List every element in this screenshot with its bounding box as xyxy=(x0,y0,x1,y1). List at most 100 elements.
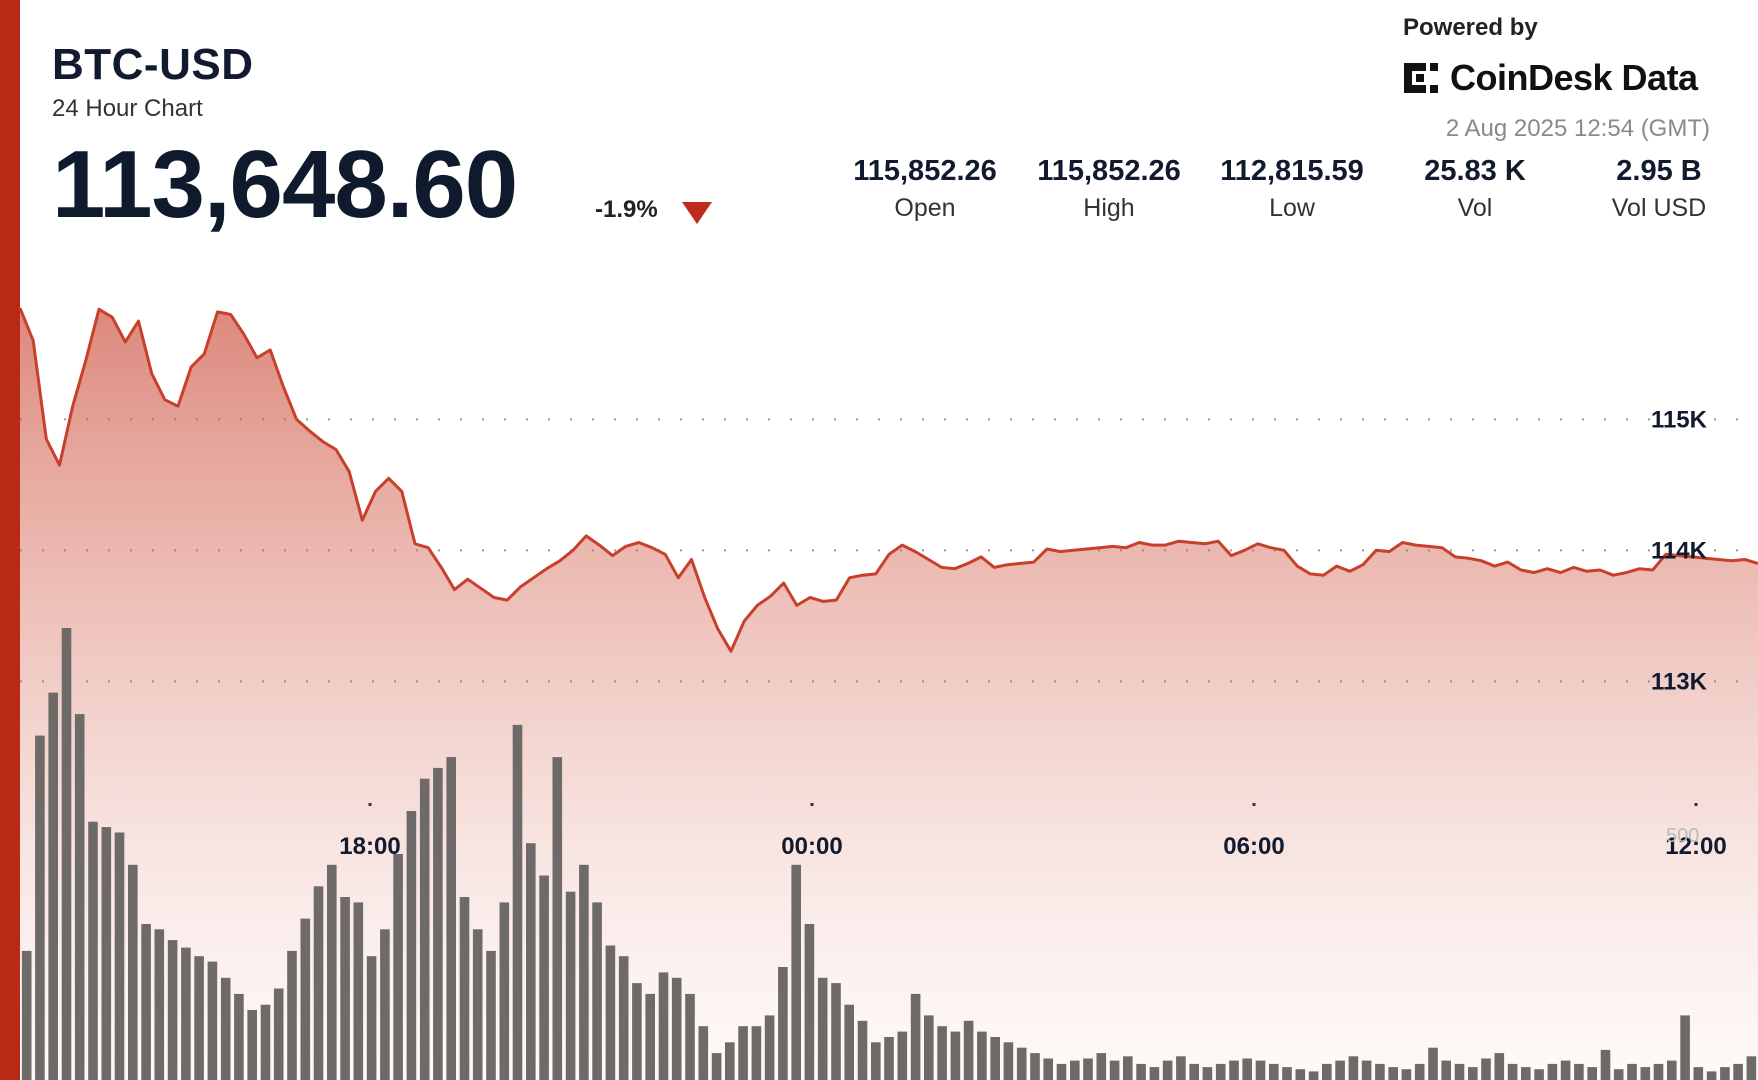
x-tick-mark xyxy=(1694,803,1698,806)
volume-bar xyxy=(1388,1067,1398,1080)
stat-high: 115,852.26 High xyxy=(1024,155,1194,223)
stat-vol-value: 25.83 K xyxy=(1424,155,1526,187)
volume-bar xyxy=(1733,1063,1743,1080)
volume-bar xyxy=(1043,1058,1053,1080)
volume-bar xyxy=(273,988,284,1080)
volume-bar xyxy=(260,1004,271,1080)
symbol-title: BTC-USD xyxy=(52,40,254,89)
x-tick-mark xyxy=(810,803,814,806)
volume-bar xyxy=(605,945,616,1080)
volume-bar xyxy=(499,902,510,1080)
volume-bar xyxy=(1706,1071,1717,1080)
y-tick-label: 114K xyxy=(1651,537,1708,564)
volume-bar xyxy=(1162,1060,1173,1080)
x-tick-mark xyxy=(368,803,372,806)
volume-bar xyxy=(61,628,72,1080)
volume-bar xyxy=(897,1031,908,1080)
volume-bar xyxy=(685,993,695,1080)
volume-bar xyxy=(1613,1069,1624,1080)
volume-bar xyxy=(1693,1067,1704,1080)
volume-bar xyxy=(1481,1058,1491,1080)
stat-high-value: 115,852.26 xyxy=(1037,155,1181,187)
volume-bar xyxy=(1096,1053,1107,1080)
volume-bar xyxy=(1255,1060,1266,1080)
volume-bar xyxy=(472,929,483,1080)
volume-bars xyxy=(21,628,1757,1080)
stat-vol-usd: 2.95 B Vol USD xyxy=(1574,155,1744,223)
brand-name: CoinDesk Data xyxy=(1450,57,1698,98)
y-tick-label: 115K xyxy=(1651,406,1708,433)
stat-low-label: Low xyxy=(1269,194,1315,222)
volume-bar xyxy=(74,714,85,1080)
volume-bar xyxy=(154,929,165,1080)
stat-open: 115,852.26 Open xyxy=(840,155,1010,223)
volume-bar xyxy=(871,1042,881,1080)
volume-bar xyxy=(857,1020,868,1080)
stat-vol-label: Vol xyxy=(1457,194,1493,222)
volume-bar xyxy=(910,993,921,1080)
volume-bar xyxy=(393,854,403,1080)
volume-bar xyxy=(1070,1060,1080,1080)
volume-bar xyxy=(446,757,456,1080)
stat-open-label: Open xyxy=(894,194,956,222)
volume-bar xyxy=(181,947,191,1080)
volume-bar xyxy=(1229,1060,1239,1080)
volume-bar xyxy=(1375,1063,1385,1080)
volume-bar xyxy=(114,832,125,1080)
volume-bar xyxy=(751,1026,762,1080)
y-axis-labels: 115K 114K 113K xyxy=(1651,406,1708,695)
volume-bar xyxy=(433,767,443,1080)
y-tick-label: 113K xyxy=(1651,668,1708,695)
volume-bar xyxy=(950,1031,961,1080)
volume-bar xyxy=(618,956,629,1080)
volume-bar xyxy=(88,821,98,1080)
volume-bar xyxy=(844,1004,854,1080)
volume-bar xyxy=(1667,1060,1677,1080)
volume-bar xyxy=(725,1042,735,1080)
x-tick-mark xyxy=(1252,803,1256,806)
volume-bar xyxy=(1242,1058,1252,1080)
volume-scale-label: 500 xyxy=(1666,825,1699,847)
volume-bar xyxy=(1468,1067,1478,1080)
volume-bar xyxy=(1269,1063,1279,1080)
volume-bar xyxy=(592,902,602,1080)
chart-subtitle: 24 Hour Chart xyxy=(52,95,203,122)
volume-bar xyxy=(35,735,45,1080)
volume-bar xyxy=(1428,1047,1438,1080)
volume-bar xyxy=(313,886,324,1080)
volume-bar xyxy=(977,1031,987,1080)
volume-bar xyxy=(1083,1058,1093,1080)
volume-bar xyxy=(194,956,204,1080)
volume-bar xyxy=(300,918,311,1080)
volume-bar xyxy=(738,1026,748,1080)
volume-bar xyxy=(234,993,244,1080)
volume-bar xyxy=(1136,1063,1146,1080)
volume-bar xyxy=(1534,1069,1544,1080)
volume-bar xyxy=(1215,1063,1226,1080)
volume-bar xyxy=(207,961,218,1080)
volume-bar xyxy=(380,929,390,1080)
volume-bar xyxy=(1560,1060,1571,1080)
volume-bar xyxy=(459,897,470,1080)
x-tick-label: 12:00 xyxy=(1665,833,1726,860)
volume-bar xyxy=(963,1020,974,1080)
accent-bar xyxy=(0,0,20,1080)
volume-bar xyxy=(1030,1053,1040,1080)
x-tick-label: 18:00 xyxy=(339,833,400,860)
price-change: -1.9% xyxy=(595,196,658,223)
volume-bar xyxy=(1653,1063,1664,1080)
x-tick-label: 06:00 xyxy=(1223,833,1284,860)
volume-bar xyxy=(1189,1063,1199,1080)
price-line xyxy=(18,307,1758,653)
volume-bar xyxy=(1574,1063,1584,1080)
stat-low: 112,815.59 Low xyxy=(1207,155,1377,223)
stat-high-label: High xyxy=(1083,194,1135,222)
down-arrow-icon xyxy=(682,202,712,224)
volume-bar xyxy=(220,977,231,1080)
volume-bar xyxy=(1003,1042,1014,1080)
volume-bar xyxy=(1640,1067,1651,1080)
volume-bar xyxy=(804,924,815,1080)
stat-vol-usd-label: Vol USD xyxy=(1611,194,1707,222)
x-axis-labels: 18:00 00:00 06:00 12:00 xyxy=(339,803,1727,860)
volume-bar xyxy=(48,692,58,1080)
